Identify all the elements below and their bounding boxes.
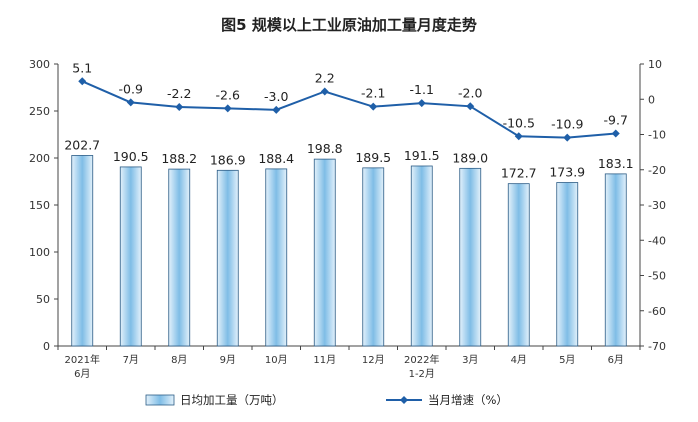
right-tick-label: -50	[648, 270, 666, 283]
legend-bar-label: 日均加工量（万吨）	[180, 393, 284, 407]
x-tick-label: 1-2月	[409, 368, 435, 380]
bar-value-label: 189.0	[452, 150, 488, 165]
legend: 日均加工量（万吨） 当月增速（%）	[145, 393, 508, 407]
left-tick-label: 250	[29, 105, 50, 118]
left-tick-label: 300	[29, 58, 50, 71]
line-point	[175, 103, 184, 112]
line-point	[514, 132, 523, 141]
line-value-label: -1.1	[410, 82, 434, 97]
x-tick-label: 3月	[462, 354, 478, 366]
legend-bar-swatch	[145, 394, 175, 406]
bar	[313, 158, 336, 347]
bar	[265, 168, 288, 347]
line-value-label: 2.2	[315, 70, 335, 85]
bar-value-label: 188.4	[258, 151, 294, 166]
right-tick-label: -40	[648, 234, 666, 247]
bar-value-label: 186.9	[210, 152, 246, 167]
x-tick-label: 8月	[171, 354, 187, 366]
x-tick-label: 5月	[559, 354, 575, 366]
bar-value-label: 202.7	[64, 137, 100, 152]
line-value-label: 5.1	[72, 60, 92, 75]
line-point	[611, 129, 620, 138]
bar-value-label: 188.2	[161, 151, 197, 166]
legend-line-marker	[400, 396, 408, 404]
line-value-label: -10.9	[551, 117, 583, 132]
line-series	[78, 77, 620, 142]
left-tick-label: 50	[36, 293, 50, 306]
bar	[216, 169, 239, 347]
line-value-label: -3.0	[264, 89, 288, 104]
left-tick-label: 100	[29, 246, 50, 259]
x-tick-label: 11月	[313, 354, 336, 366]
line-value-label: -2.6	[216, 87, 240, 102]
line-value-label: -2.2	[167, 86, 191, 101]
line-value-label: -10.5	[503, 115, 535, 130]
x-tick-label: 2021年	[65, 353, 100, 366]
line-point	[126, 98, 135, 107]
bar-value-label: 191.5	[404, 148, 440, 163]
bar-value-label: 198.8	[307, 141, 343, 156]
bar-value-label: 183.1	[598, 156, 634, 171]
line-point	[272, 105, 281, 114]
line-value-label: -9.7	[604, 112, 628, 127]
bar	[556, 182, 579, 347]
line-point	[563, 133, 572, 142]
line-value-label: -0.9	[119, 81, 143, 96]
x-tick-label: 10月	[265, 354, 288, 366]
chart-title: 图5 规模以上工业原油加工量月度走势	[221, 16, 477, 34]
right-tick-label: -60	[648, 305, 666, 318]
right-tick-label: -10	[648, 129, 666, 142]
line-point	[369, 102, 378, 111]
left-tick-label: 0	[43, 340, 50, 353]
line-point	[223, 104, 232, 113]
right-tick-label: -20	[648, 164, 666, 177]
bar-series	[71, 155, 627, 347]
bar	[507, 183, 530, 347]
bar-value-label: 190.5	[113, 149, 149, 164]
x-tick-label: 12月	[362, 354, 385, 366]
x-tick-label: 2022年	[404, 353, 439, 366]
line-value-label: -2.0	[458, 85, 482, 100]
data-labels: 202.7 190.5 188.2 186.9 188.4 198.8 189.5 191.5…	[64, 60, 633, 180]
bar-value-label: 172.7	[501, 166, 537, 181]
bar	[168, 168, 191, 347]
bar-value-label: 189.5	[355, 150, 391, 165]
right-tick-label: -70	[648, 340, 666, 353]
bar	[410, 165, 433, 347]
growth-line	[81, 80, 616, 139]
x-tick-label: 6月	[608, 354, 624, 366]
line-value-label: -2.1	[361, 86, 385, 101]
line-point	[78, 77, 87, 86]
x-tick-label: 9月	[220, 354, 236, 366]
legend-line-label: 当月增速（%）	[428, 393, 508, 407]
left-tick-label: 150	[29, 199, 50, 212]
line-point	[320, 87, 329, 96]
right-tick-label: -30	[648, 199, 666, 212]
line-point	[466, 102, 475, 111]
right-tick-label: 10	[648, 58, 662, 71]
right-tick-label: 0	[648, 93, 655, 106]
bar	[119, 166, 142, 347]
x-tick-label: 7月	[123, 354, 139, 366]
x-tick-label: 4月	[511, 354, 527, 366]
bar	[71, 155, 94, 347]
line-point	[417, 99, 426, 108]
left-tick-label: 200	[29, 152, 50, 165]
x-tick-label: 6月	[74, 368, 90, 380]
bar	[604, 173, 627, 347]
bar-value-label: 173.9	[549, 165, 585, 180]
bar	[362, 167, 385, 347]
bar	[459, 167, 482, 347]
